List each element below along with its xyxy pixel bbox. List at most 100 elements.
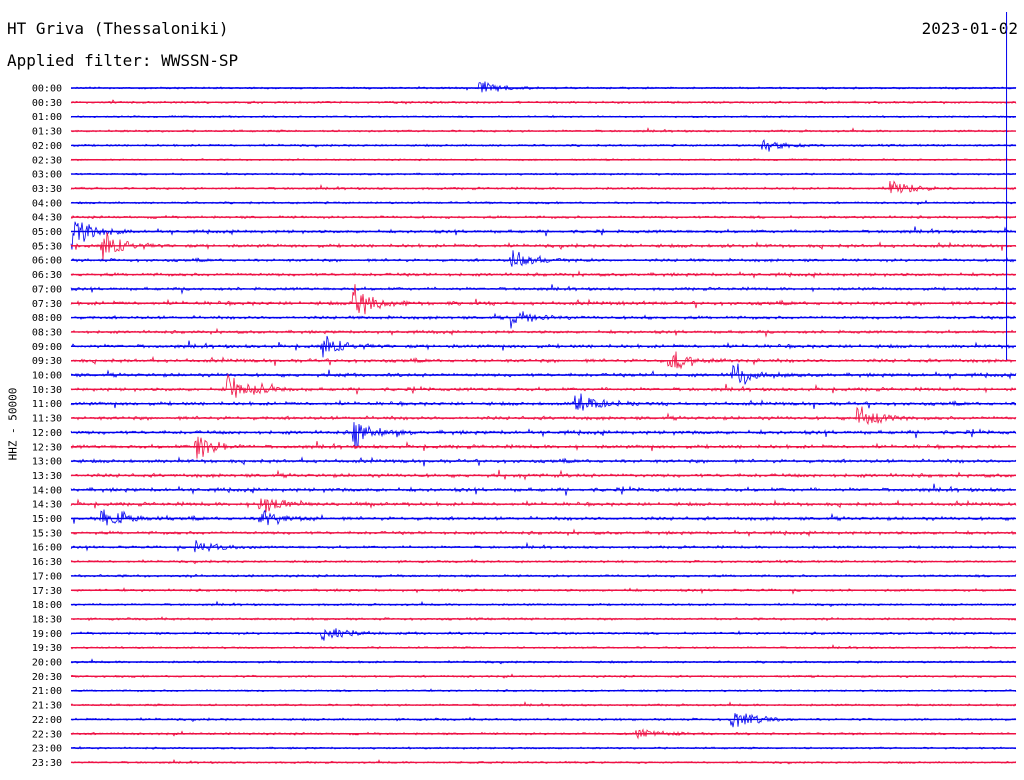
trace-0500 <box>70 221 1017 250</box>
filter-label: Applied filter: WWSSN-SP <box>7 51 239 70</box>
trace-1430 <box>70 498 1017 513</box>
trace-0800 <box>70 311 1017 329</box>
row-time-label: 18:00 <box>32 600 62 611</box>
row-time-label: 15:00 <box>32 514 62 525</box>
trace-1900 <box>70 628 1017 641</box>
row-time-label: 05:30 <box>32 241 62 252</box>
trace-1330 <box>70 469 1016 481</box>
row-time-label: 03:30 <box>32 184 62 195</box>
trace-2000 <box>70 658 1017 665</box>
trace-0730 <box>70 284 1017 315</box>
row-time-label: 02:30 <box>32 155 62 166</box>
trace-0200 <box>71 139 1017 152</box>
trace-0930 <box>70 351 1017 370</box>
row-time-label: 14:00 <box>32 485 62 496</box>
row-time-label: 10:00 <box>32 371 62 382</box>
row-time-label: 09:00 <box>32 342 62 353</box>
row-time-label: 00:00 <box>32 84 62 95</box>
row-time-label: 20:30 <box>32 672 62 683</box>
trace-0230 <box>70 158 1017 162</box>
trace-0300 <box>70 171 1017 176</box>
trace-1730 <box>70 587 1017 595</box>
trace-2330 <box>70 758 1017 765</box>
row-time-label: 03:00 <box>32 170 62 181</box>
trace-2200 <box>70 713 1017 728</box>
trace-2300 <box>70 745 1017 750</box>
row-time-label: 04:30 <box>32 213 62 224</box>
row-label-group: 00:00 00:30 01:00 01:30 02:00 02:30 03:00 03:30… <box>32 84 62 769</box>
row-time-label: 16:00 <box>32 543 62 554</box>
row-time-label: 23:00 <box>32 744 62 755</box>
row-time-label: 09:30 <box>32 356 62 367</box>
trace-1830 <box>70 616 1017 622</box>
row-time-label: 22:30 <box>32 729 62 740</box>
row-time-label: 21:00 <box>32 686 62 697</box>
trace-0530 <box>70 232 1017 261</box>
row-time-label: 17:00 <box>32 571 62 582</box>
station-title: HT Griva (Thessaloniki) <box>7 19 229 38</box>
row-time-label: 19:30 <box>32 643 62 654</box>
row-time-label: 18:30 <box>32 614 62 625</box>
date-label: 2023-01-02 <box>921 19 1018 38</box>
row-time-label: 15:30 <box>32 528 62 539</box>
row-time-label: 07:30 <box>32 299 62 310</box>
trace-1530 <box>70 528 1017 538</box>
trace-2230 <box>70 728 1017 740</box>
trace-2100 <box>70 688 1017 693</box>
trace-0030 <box>70 99 1017 105</box>
trace-1930 <box>70 644 1017 650</box>
row-time-label: 16:30 <box>32 557 62 568</box>
row-time-label: 04:00 <box>32 198 62 209</box>
trace-1300 <box>70 456 1017 467</box>
row-time-label: 08:00 <box>32 313 62 324</box>
trace-2130 <box>70 701 1017 708</box>
trace-0130 <box>70 127 1017 134</box>
trace-1500 <box>71 509 1017 526</box>
row-time-label: 21:30 <box>32 701 62 712</box>
trace-0600 <box>70 250 1017 267</box>
trace-1800 <box>70 600 1017 607</box>
trace-0330 <box>70 180 1017 194</box>
trace-1200 <box>70 422 1017 448</box>
row-time-label: 13:30 <box>32 471 62 482</box>
row-time-label: 02:00 <box>32 141 62 152</box>
trace-1630 <box>70 558 1017 565</box>
row-time-label: 12:30 <box>32 442 62 453</box>
trace-1600 <box>70 540 1017 553</box>
row-time-label: 23:30 <box>32 758 62 769</box>
trace-1100 <box>70 393 1017 411</box>
trace-0000 <box>70 81 1017 93</box>
row-time-label: 14:30 <box>32 500 62 511</box>
row-time-label: 12:00 <box>32 428 62 439</box>
trace-1030 <box>70 373 1017 398</box>
trace-1230 <box>70 436 1017 459</box>
trace-0700 <box>70 284 1017 295</box>
trace-2030 <box>70 673 1017 679</box>
trace-0900 <box>70 335 1017 358</box>
row-time-label: 19:00 <box>32 629 62 640</box>
row-time-label: 20:00 <box>32 658 62 669</box>
row-time-label: 10:30 <box>32 385 62 396</box>
trace-group <box>70 81 1017 765</box>
trace-1400 <box>70 483 1017 496</box>
trace-0400 <box>70 199 1017 206</box>
trace-1130 <box>70 406 1017 426</box>
row-time-label: 22:00 <box>32 715 62 726</box>
row-time-label: 13:00 <box>32 457 62 468</box>
row-time-label: 01:00 <box>32 112 62 123</box>
row-time-label: 17:30 <box>32 586 62 597</box>
trace-1700 <box>70 573 1017 579</box>
trace-0100 <box>70 114 1016 119</box>
row-time-label: 05:00 <box>32 227 62 238</box>
trace-1000 <box>70 363 1017 385</box>
row-time-label: 11:00 <box>32 399 62 410</box>
row-time-label: 00:30 <box>32 98 62 109</box>
trace-0630 <box>70 270 1017 279</box>
trace-0430 <box>70 214 1017 220</box>
row-time-label: 11:30 <box>32 414 62 425</box>
row-time-label: 06:00 <box>32 256 62 267</box>
row-time-label: 01:30 <box>32 127 62 138</box>
row-time-label: 06:30 <box>32 270 62 281</box>
row-time-label: 08:30 <box>32 327 62 338</box>
